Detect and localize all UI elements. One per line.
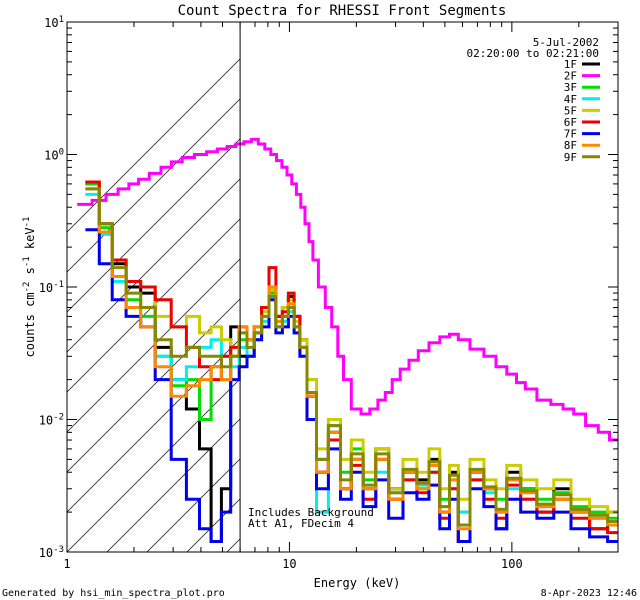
hatch-line xyxy=(627,22,640,552)
legend-label-5F: 5F xyxy=(564,104,577,117)
legend-label-4F: 4F xyxy=(564,93,577,106)
footer-timestamp: 8-Apr-2023 12:46 xyxy=(541,588,637,599)
annotation-background: Includes Background xyxy=(248,506,374,519)
hatch-line xyxy=(67,22,318,273)
y-tick-label: 100 xyxy=(44,148,64,163)
legend-time-range: 02:20:00 to 02:21:00 xyxy=(467,47,599,60)
legend-label-8F: 8F xyxy=(564,139,577,152)
x-axis-label: Energy (keV) xyxy=(314,576,401,590)
legend-label-1F: 1F xyxy=(564,58,577,71)
footer-generated-by: Generated by hsi_min_spectra_plot.pro xyxy=(2,588,225,599)
legend-label-7F: 7F xyxy=(564,128,577,141)
y-tick-label: 10-1 xyxy=(39,280,64,295)
legend-date: 5-Jul-2002 xyxy=(533,36,599,49)
x-tick-label: 1 xyxy=(63,557,70,571)
series-layer xyxy=(77,137,618,543)
x-tick-label: 10 xyxy=(282,557,296,571)
legend-label-9F: 9F xyxy=(564,151,577,164)
y-tick-label: 101 xyxy=(44,15,64,30)
annotation-attenuator: Att A1, FDecim 4 xyxy=(248,517,354,530)
series-9F xyxy=(85,187,618,527)
y-tick-label: 10-3 xyxy=(39,545,64,560)
axes: 1 10 100 10-3 10-2 10-1 100 101 xyxy=(39,15,619,571)
y-tick-label: 10-2 xyxy=(39,413,64,428)
chart-title: Count Spectra for RHESSI Front Segments xyxy=(178,3,507,19)
legend-label-3F: 3F xyxy=(564,81,577,94)
legend-label-6F: 6F xyxy=(564,116,577,129)
hatch-line xyxy=(67,22,278,233)
legend-label-2F: 2F xyxy=(564,70,577,83)
y-axis-label: counts cm-2 s-1 keV-1 xyxy=(22,217,37,358)
series-2F xyxy=(77,137,618,442)
x-tick-label: 100 xyxy=(501,557,523,571)
